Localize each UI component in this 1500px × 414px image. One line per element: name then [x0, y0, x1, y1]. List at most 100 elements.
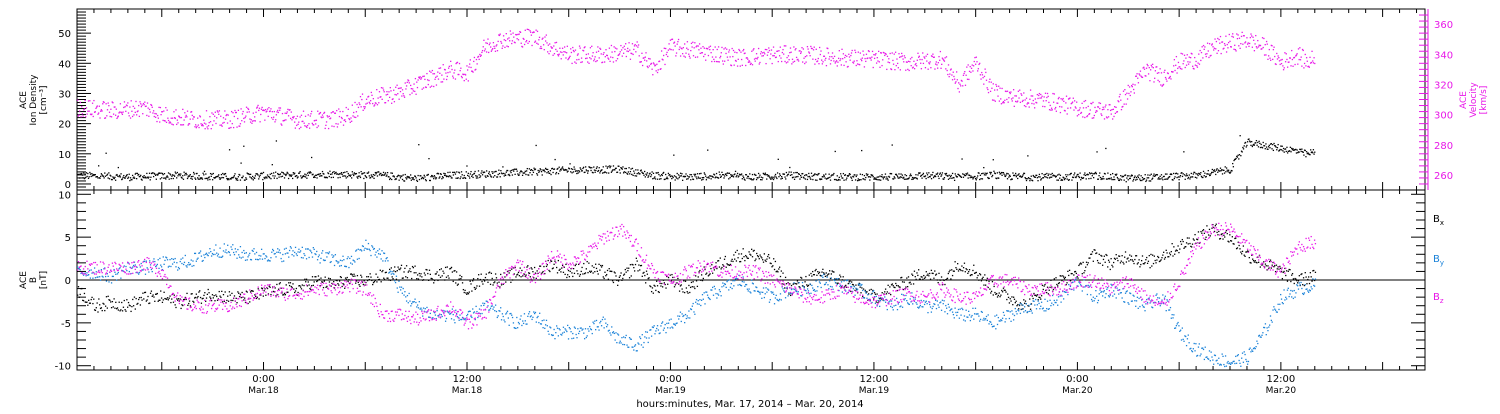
- velocity-point: [1177, 68, 1178, 69]
- b-point: [355, 282, 356, 283]
- b-point: [90, 303, 91, 304]
- velocity-point: [260, 114, 261, 115]
- velocity-point: [1208, 57, 1209, 58]
- velocity-point: [401, 87, 402, 88]
- velocity-point: [267, 108, 268, 109]
- density-point: [263, 172, 264, 173]
- density-point: [877, 179, 878, 180]
- velocity-point: [750, 63, 751, 64]
- b-point: [403, 277, 404, 278]
- velocity-point: [310, 115, 311, 116]
- velocity-point: [1255, 35, 1256, 36]
- velocity-point: [1138, 73, 1139, 74]
- b-point: [189, 300, 190, 301]
- left-tick-label: 40: [58, 59, 71, 70]
- velocity-point: [854, 61, 855, 62]
- velocity-point: [998, 86, 999, 87]
- velocity-point: [1157, 73, 1158, 74]
- b-point: [363, 284, 364, 285]
- velocity-point: [432, 73, 433, 74]
- velocity-point: [742, 50, 743, 51]
- density-point: [947, 176, 948, 177]
- density-point: [1251, 141, 1252, 142]
- density-point: [1031, 176, 1032, 177]
- velocity-point: [434, 79, 435, 80]
- density-point: [205, 178, 206, 179]
- density-point: [1197, 173, 1198, 174]
- density-point: [197, 177, 198, 178]
- velocity-point: [807, 46, 808, 47]
- velocity-point: [564, 46, 565, 47]
- b-point: [390, 280, 391, 281]
- b-point: [631, 275, 632, 276]
- velocity-point: [234, 110, 235, 111]
- velocity-point: [1086, 107, 1087, 108]
- velocity-point: [422, 89, 423, 90]
- velocity-point: [748, 62, 749, 63]
- velocity-point: [333, 126, 334, 127]
- velocity-point: [984, 68, 985, 69]
- velocity-point: [971, 68, 972, 69]
- density-point: [866, 173, 867, 174]
- density-point: [438, 173, 439, 174]
- b-point: [294, 292, 295, 293]
- velocity-point: [175, 118, 176, 119]
- velocity-point: [900, 56, 901, 57]
- velocity-point: [1081, 103, 1082, 104]
- density-point: [125, 176, 126, 177]
- velocity-point: [101, 109, 102, 110]
- density-point: [835, 151, 836, 152]
- density-point: [479, 174, 480, 175]
- density-point: [676, 177, 677, 178]
- density-point: [622, 166, 623, 167]
- density-point: [691, 176, 692, 177]
- density-point: [494, 175, 495, 176]
- density-point: [1220, 168, 1221, 169]
- density-point: [631, 174, 632, 175]
- velocity-point: [669, 48, 670, 49]
- velocity-point: [592, 52, 593, 53]
- velocity-point: [916, 65, 917, 66]
- velocity-point: [356, 111, 357, 112]
- density-point: [360, 177, 361, 178]
- density-point: [1083, 177, 1084, 178]
- b-point: [667, 284, 668, 285]
- density-point: [724, 175, 725, 176]
- density-point: [285, 175, 286, 176]
- velocity-point: [95, 108, 96, 109]
- density-point: [201, 177, 202, 178]
- density-point: [1105, 173, 1106, 174]
- b-point: [598, 273, 599, 274]
- density-point: [778, 159, 779, 160]
- density-point: [316, 177, 317, 178]
- b-point: [567, 274, 568, 275]
- density-point: [567, 171, 568, 172]
- velocity-point: [708, 55, 709, 56]
- velocity-point: [956, 71, 957, 72]
- b-point: [395, 271, 396, 272]
- density-point: [128, 177, 129, 178]
- density-point: [202, 173, 203, 174]
- density-point: [213, 173, 214, 174]
- density-point: [911, 175, 912, 176]
- velocity-point: [116, 109, 117, 110]
- b-point: [417, 274, 418, 275]
- density-point: [666, 177, 667, 178]
- velocity-point: [440, 67, 441, 68]
- velocity-point: [249, 111, 250, 112]
- velocity-point: [583, 50, 584, 51]
- density-point: [729, 177, 730, 178]
- b-point: [582, 273, 583, 274]
- density-point: [804, 175, 805, 176]
- velocity-point: [887, 56, 888, 57]
- velocity-point: [369, 102, 370, 103]
- velocity-point: [695, 57, 696, 58]
- density-point: [168, 172, 169, 173]
- b-point: [530, 276, 531, 277]
- density-point: [873, 176, 874, 177]
- density-point: [259, 176, 260, 177]
- velocity-point: [1174, 59, 1175, 60]
- b-point: [138, 299, 139, 300]
- velocity-point: [875, 53, 876, 54]
- velocity-point: [713, 49, 714, 50]
